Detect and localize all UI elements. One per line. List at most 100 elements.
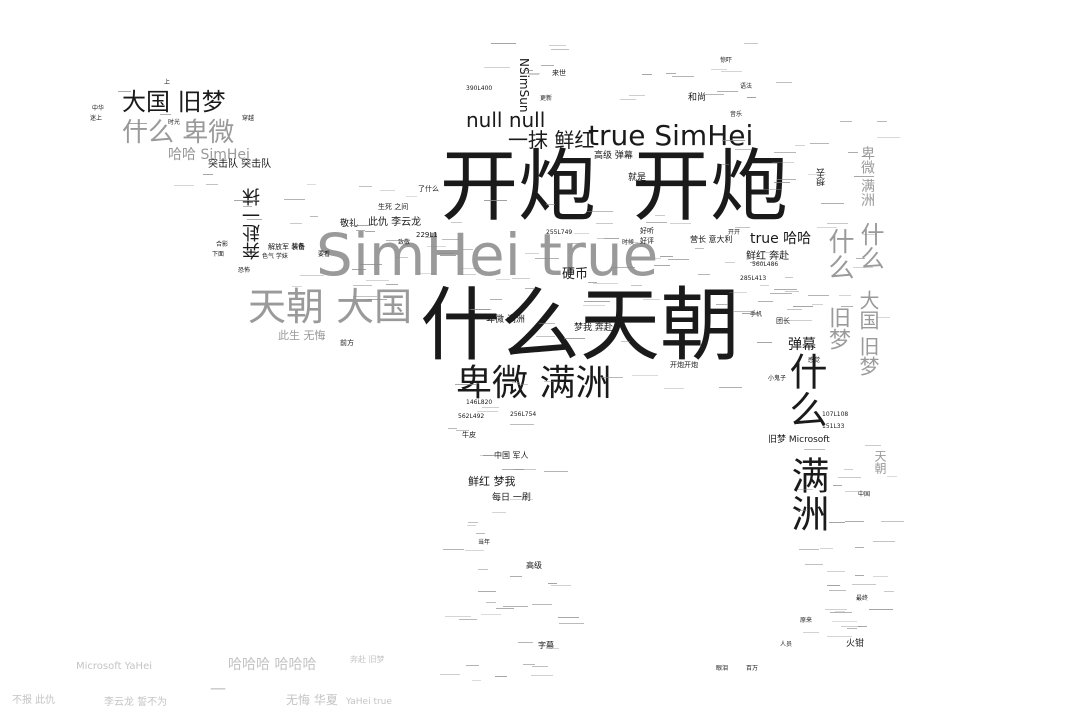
filler-scribble — [596, 237, 619, 242]
filler-scribble — [803, 449, 826, 453]
word-yi-line: 一 — [210, 680, 227, 699]
filler-scribble — [802, 632, 819, 636]
filler-scribble — [525, 287, 536, 292]
filler-scribble — [495, 607, 515, 612]
word-yufa: 语法 — [740, 83, 753, 90]
word-zuizhong: 最终 — [856, 595, 869, 602]
filler-scribble — [559, 622, 585, 627]
filler-scribble — [563, 338, 586, 342]
filler-scribble — [832, 484, 843, 489]
word-huoqian: 火钳 — [846, 639, 865, 649]
filler-scribble — [470, 308, 490, 313]
word-yinghu: 硬币 — [562, 267, 589, 282]
filler-scribble — [353, 296, 378, 300]
word-true-haha: true 哈哈 — [750, 231, 812, 247]
filler-scribble — [546, 648, 559, 652]
filler-scribble — [828, 589, 847, 594]
word-xiamian: 下面 — [212, 251, 225, 258]
filler-scribble — [787, 319, 812, 324]
filler-scribble — [202, 174, 213, 178]
filler-scribble — [300, 275, 325, 279]
filler-scribble — [472, 679, 481, 684]
filler-scribble — [828, 521, 846, 526]
filler-scribble — [667, 258, 690, 263]
filler-scribble — [844, 468, 853, 473]
filler-scribble — [749, 262, 765, 266]
filler-scribble — [379, 190, 396, 194]
filler-scribble — [827, 635, 852, 640]
filler-scribble — [735, 148, 752, 153]
word-manzhou-vertical: 满洲 — [785, 456, 829, 532]
word-benfu: 奔赴 — [242, 224, 263, 260]
filler-scribble — [441, 238, 459, 243]
filler-scribble — [571, 242, 580, 247]
filler-scribble — [796, 510, 809, 514]
word-daguo-vertical: 大国 — [856, 290, 880, 330]
word-heying: 合影 — [216, 241, 229, 248]
filler-scribble — [528, 73, 539, 78]
filler-scribble — [746, 97, 757, 101]
filler-scribble — [485, 602, 497, 606]
filler-scribble — [757, 251, 770, 256]
word-ganjue: 感觉 — [808, 357, 821, 364]
filler-scribble — [758, 300, 773, 305]
filler-scribble — [425, 236, 436, 241]
filler-scribble — [854, 547, 865, 551]
filler-scribble — [534, 257, 559, 262]
filler-scribble — [798, 489, 813, 493]
filler-scribble — [651, 257, 662, 262]
filler-scribble — [468, 309, 492, 313]
word-genxin: 更新 — [540, 95, 553, 102]
filler-scribble — [769, 292, 792, 297]
filler-scribble — [477, 569, 488, 573]
word-meiri-yishua: 每日 一刷 — [492, 493, 531, 503]
word-xianhong-mengwo: 鲜红 梦我 — [468, 475, 516, 488]
filler-scribble — [733, 311, 752, 315]
word-microsoft-yahei: Microsoft YaHei — [76, 661, 152, 672]
filler-scribble — [841, 625, 863, 630]
filler-scribble — [173, 185, 195, 189]
filler-scribble — [545, 204, 555, 208]
filler-scribble — [447, 428, 458, 432]
word-haoping: 好评 — [640, 237, 654, 245]
filler-scribble — [877, 316, 890, 321]
filler-scribble — [719, 386, 742, 391]
filler-scribble — [698, 273, 711, 278]
filler-scribble — [821, 202, 844, 207]
filler-scribble — [443, 549, 464, 553]
filler-scribble — [852, 267, 874, 271]
filler-scribble — [524, 252, 539, 257]
filler-scribble — [854, 175, 875, 180]
filler-scribble — [724, 261, 735, 266]
word-nsimsun: NSimSun — [517, 58, 531, 113]
word-id-255L749: 255L749 — [546, 229, 573, 236]
word-shijian: 时候 — [622, 239, 635, 246]
filler-scribble — [460, 274, 477, 278]
filler-scribble — [798, 548, 820, 553]
word-tianchao-daguo: 天朝 大国 — [248, 285, 413, 329]
filler-scribble — [306, 184, 317, 188]
filler-scribble — [774, 182, 791, 186]
word-haoting: 好听 — [640, 227, 654, 235]
filler-scribble — [729, 292, 748, 296]
filler-scribble — [816, 227, 837, 231]
filler-scribble — [776, 82, 793, 86]
filler-scribble — [811, 304, 823, 308]
filler-scribble — [642, 74, 652, 78]
filler-scribble — [518, 641, 533, 646]
filler-scribble — [480, 614, 502, 618]
filler-scribble — [385, 284, 398, 288]
filler-scribble — [290, 222, 303, 227]
filler-scribble — [872, 541, 896, 545]
filler-scribble — [825, 609, 847, 613]
filler-scribble — [659, 255, 673, 260]
word-gaoji-danmu: 高级 弹幕 — [594, 151, 633, 161]
filler-scribble — [514, 468, 537, 473]
word-id-151L33: 151L33 — [822, 423, 845, 430]
filler-scribble — [584, 300, 610, 305]
word-jiefangjun-zhuangbei: 解放军 装备 — [268, 243, 306, 251]
filler-scribble — [501, 468, 525, 473]
filler-scribble — [359, 264, 382, 268]
filler-scribble — [886, 475, 898, 480]
filler-scribble — [523, 70, 533, 74]
